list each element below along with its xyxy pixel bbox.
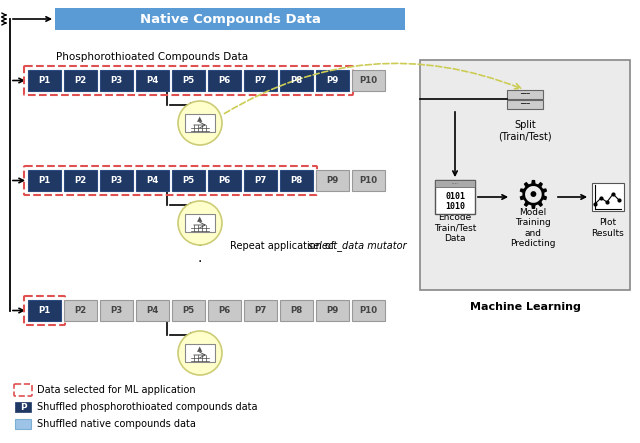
- Bar: [435, 180, 475, 214]
- Text: P9: P9: [326, 176, 339, 185]
- Bar: [172, 70, 205, 91]
- Text: ▲: ▲: [197, 346, 203, 352]
- Bar: [507, 90, 543, 99]
- Bar: [172, 170, 205, 191]
- Text: P9: P9: [326, 306, 339, 315]
- Text: P10: P10: [360, 306, 378, 315]
- Text: ▲: ▲: [197, 116, 203, 122]
- Circle shape: [178, 331, 222, 375]
- Bar: [420, 60, 630, 290]
- Bar: [208, 170, 241, 191]
- Bar: [28, 70, 61, 91]
- Text: P3: P3: [110, 306, 123, 315]
- Text: P6: P6: [218, 306, 230, 315]
- Text: P1: P1: [38, 76, 51, 85]
- Bar: [244, 70, 277, 91]
- Bar: [100, 170, 133, 191]
- Text: P2: P2: [74, 306, 86, 315]
- Bar: [100, 300, 133, 321]
- Text: P2: P2: [74, 76, 86, 85]
- Text: Plot
Results: Plot Results: [591, 218, 625, 238]
- Text: ━━━: ━━━: [520, 92, 530, 97]
- Text: P7: P7: [254, 76, 267, 85]
- Text: P8: P8: [291, 176, 303, 185]
- Text: P5: P5: [182, 306, 195, 315]
- Bar: [136, 70, 169, 91]
- Text: ▲: ▲: [197, 216, 203, 222]
- Text: P10: P10: [360, 76, 378, 85]
- Bar: [172, 300, 205, 321]
- Bar: [592, 183, 624, 211]
- Text: P3: P3: [110, 176, 123, 185]
- Text: P3: P3: [110, 76, 123, 85]
- FancyArrowPatch shape: [225, 63, 521, 113]
- Bar: [316, 300, 349, 321]
- Bar: [316, 70, 349, 91]
- Text: Model
Training
and
Predicting: Model Training and Predicting: [510, 208, 556, 248]
- Text: Encode
Train/Test
Data: Encode Train/Test Data: [434, 213, 476, 243]
- Text: P: P: [20, 403, 26, 412]
- Text: ⚙: ⚙: [516, 178, 550, 216]
- Bar: [28, 170, 61, 191]
- Bar: [185, 214, 215, 232]
- Text: P6: P6: [218, 176, 230, 185]
- Text: Native Compounds Data: Native Compounds Data: [140, 12, 321, 26]
- Text: ━━━: ━━━: [520, 102, 530, 107]
- Text: P1: P1: [38, 306, 51, 315]
- Bar: [100, 70, 133, 91]
- Bar: [136, 170, 169, 191]
- Text: Shuffled native compounds data: Shuffled native compounds data: [37, 419, 196, 429]
- Bar: [208, 70, 241, 91]
- Bar: [280, 170, 313, 191]
- Text: 1010: 1010: [445, 202, 465, 210]
- Text: Split
(Train/Test): Split (Train/Test): [498, 120, 552, 142]
- Bar: [352, 300, 385, 321]
- Bar: [507, 100, 543, 109]
- Bar: [208, 300, 241, 321]
- Bar: [64, 70, 97, 91]
- Bar: [352, 70, 385, 91]
- Text: ·
·
·: · · ·: [198, 222, 202, 269]
- Bar: [15, 419, 31, 429]
- Text: Machine Learning: Machine Learning: [470, 302, 580, 312]
- Text: 0101: 0101: [445, 191, 465, 201]
- Text: P2: P2: [74, 176, 86, 185]
- Bar: [64, 300, 97, 321]
- Text: P9: P9: [326, 76, 339, 85]
- Text: P7: P7: [254, 176, 267, 185]
- Bar: [28, 300, 61, 321]
- Text: P8: P8: [291, 306, 303, 315]
- Bar: [280, 300, 313, 321]
- Text: Phosphorothioated Compounds Data: Phosphorothioated Compounds Data: [56, 52, 248, 62]
- Text: P4: P4: [147, 306, 159, 315]
- Text: Repeat application of: Repeat application of: [230, 241, 337, 250]
- Bar: [244, 300, 277, 321]
- Text: P4: P4: [147, 176, 159, 185]
- Bar: [15, 402, 31, 412]
- Bar: [64, 170, 97, 191]
- Text: P5: P5: [182, 176, 195, 185]
- Circle shape: [178, 101, 222, 145]
- Bar: [244, 170, 277, 191]
- Bar: [352, 170, 385, 191]
- Text: P8: P8: [291, 76, 303, 85]
- Bar: [136, 300, 169, 321]
- Text: P6: P6: [218, 76, 230, 85]
- Bar: [185, 344, 215, 362]
- Text: Data selected for ML application: Data selected for ML application: [37, 385, 196, 395]
- Text: select_data mutator: select_data mutator: [308, 240, 406, 251]
- Text: P7: P7: [254, 306, 267, 315]
- Text: Shuffled phosphorothioated compounds data: Shuffled phosphorothioated compounds dat…: [37, 402, 257, 412]
- Bar: [185, 114, 215, 132]
- Bar: [280, 70, 313, 91]
- Text: ····: ····: [451, 181, 458, 186]
- Bar: [435, 180, 475, 187]
- Circle shape: [178, 201, 222, 245]
- Bar: [55, 8, 405, 30]
- Text: P5: P5: [182, 76, 195, 85]
- Text: P10: P10: [360, 176, 378, 185]
- Bar: [316, 170, 349, 191]
- Text: P4: P4: [147, 76, 159, 85]
- Text: P1: P1: [38, 176, 51, 185]
